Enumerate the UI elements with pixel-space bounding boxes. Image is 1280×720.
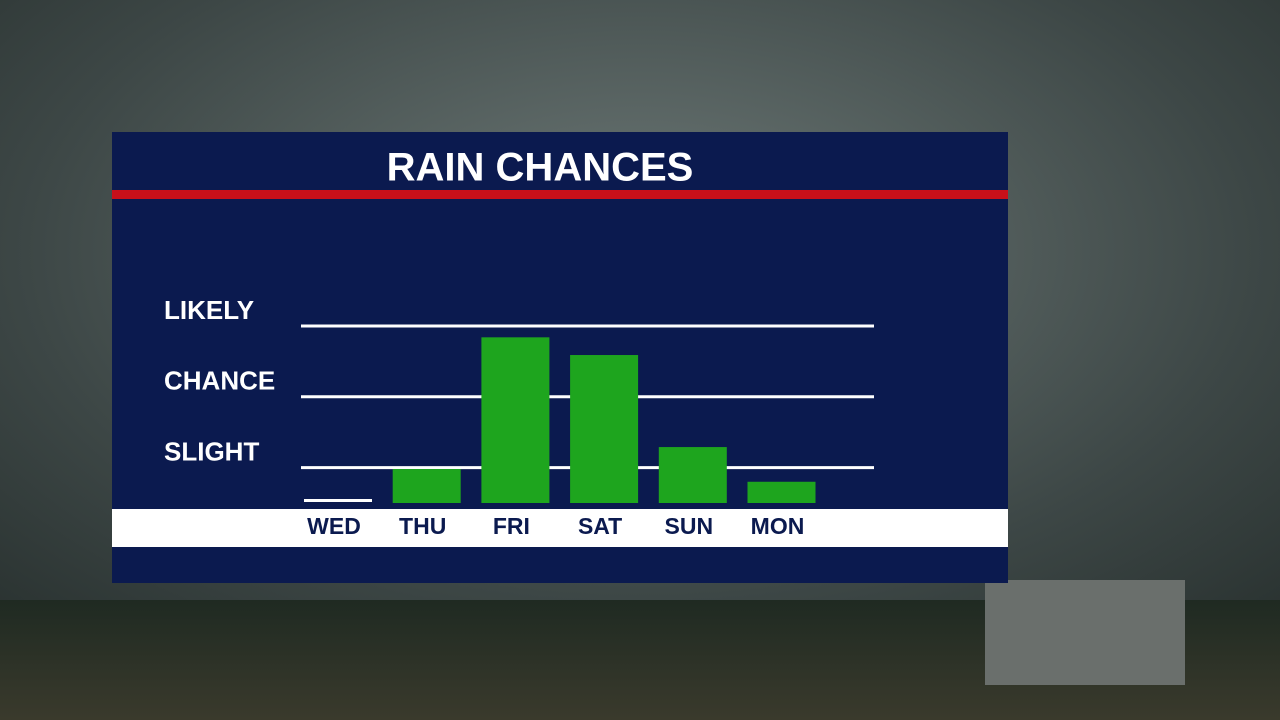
title-rule [112,190,1008,199]
x-tick-label: WED [307,513,361,539]
y-tick-label: SLIGHT [164,436,259,466]
category-strip [112,509,1008,547]
x-tick-label: SUN [665,513,714,539]
x-tick-label: THU [399,513,446,539]
bar [570,355,639,503]
bar [392,469,461,503]
x-tick-label: FRI [493,513,530,539]
y-tick-label: LIKELY [164,295,254,325]
barn [985,580,1185,685]
x-tick-label: MON [751,513,805,539]
bar [747,481,816,503]
x-tick-label: SAT [578,513,622,539]
chart-title: RAIN CHANCES [387,146,694,190]
bar [658,447,727,503]
bar [304,499,372,502]
y-tick-label: CHANCE [164,366,275,396]
bar [481,337,550,503]
panel [112,132,1008,583]
